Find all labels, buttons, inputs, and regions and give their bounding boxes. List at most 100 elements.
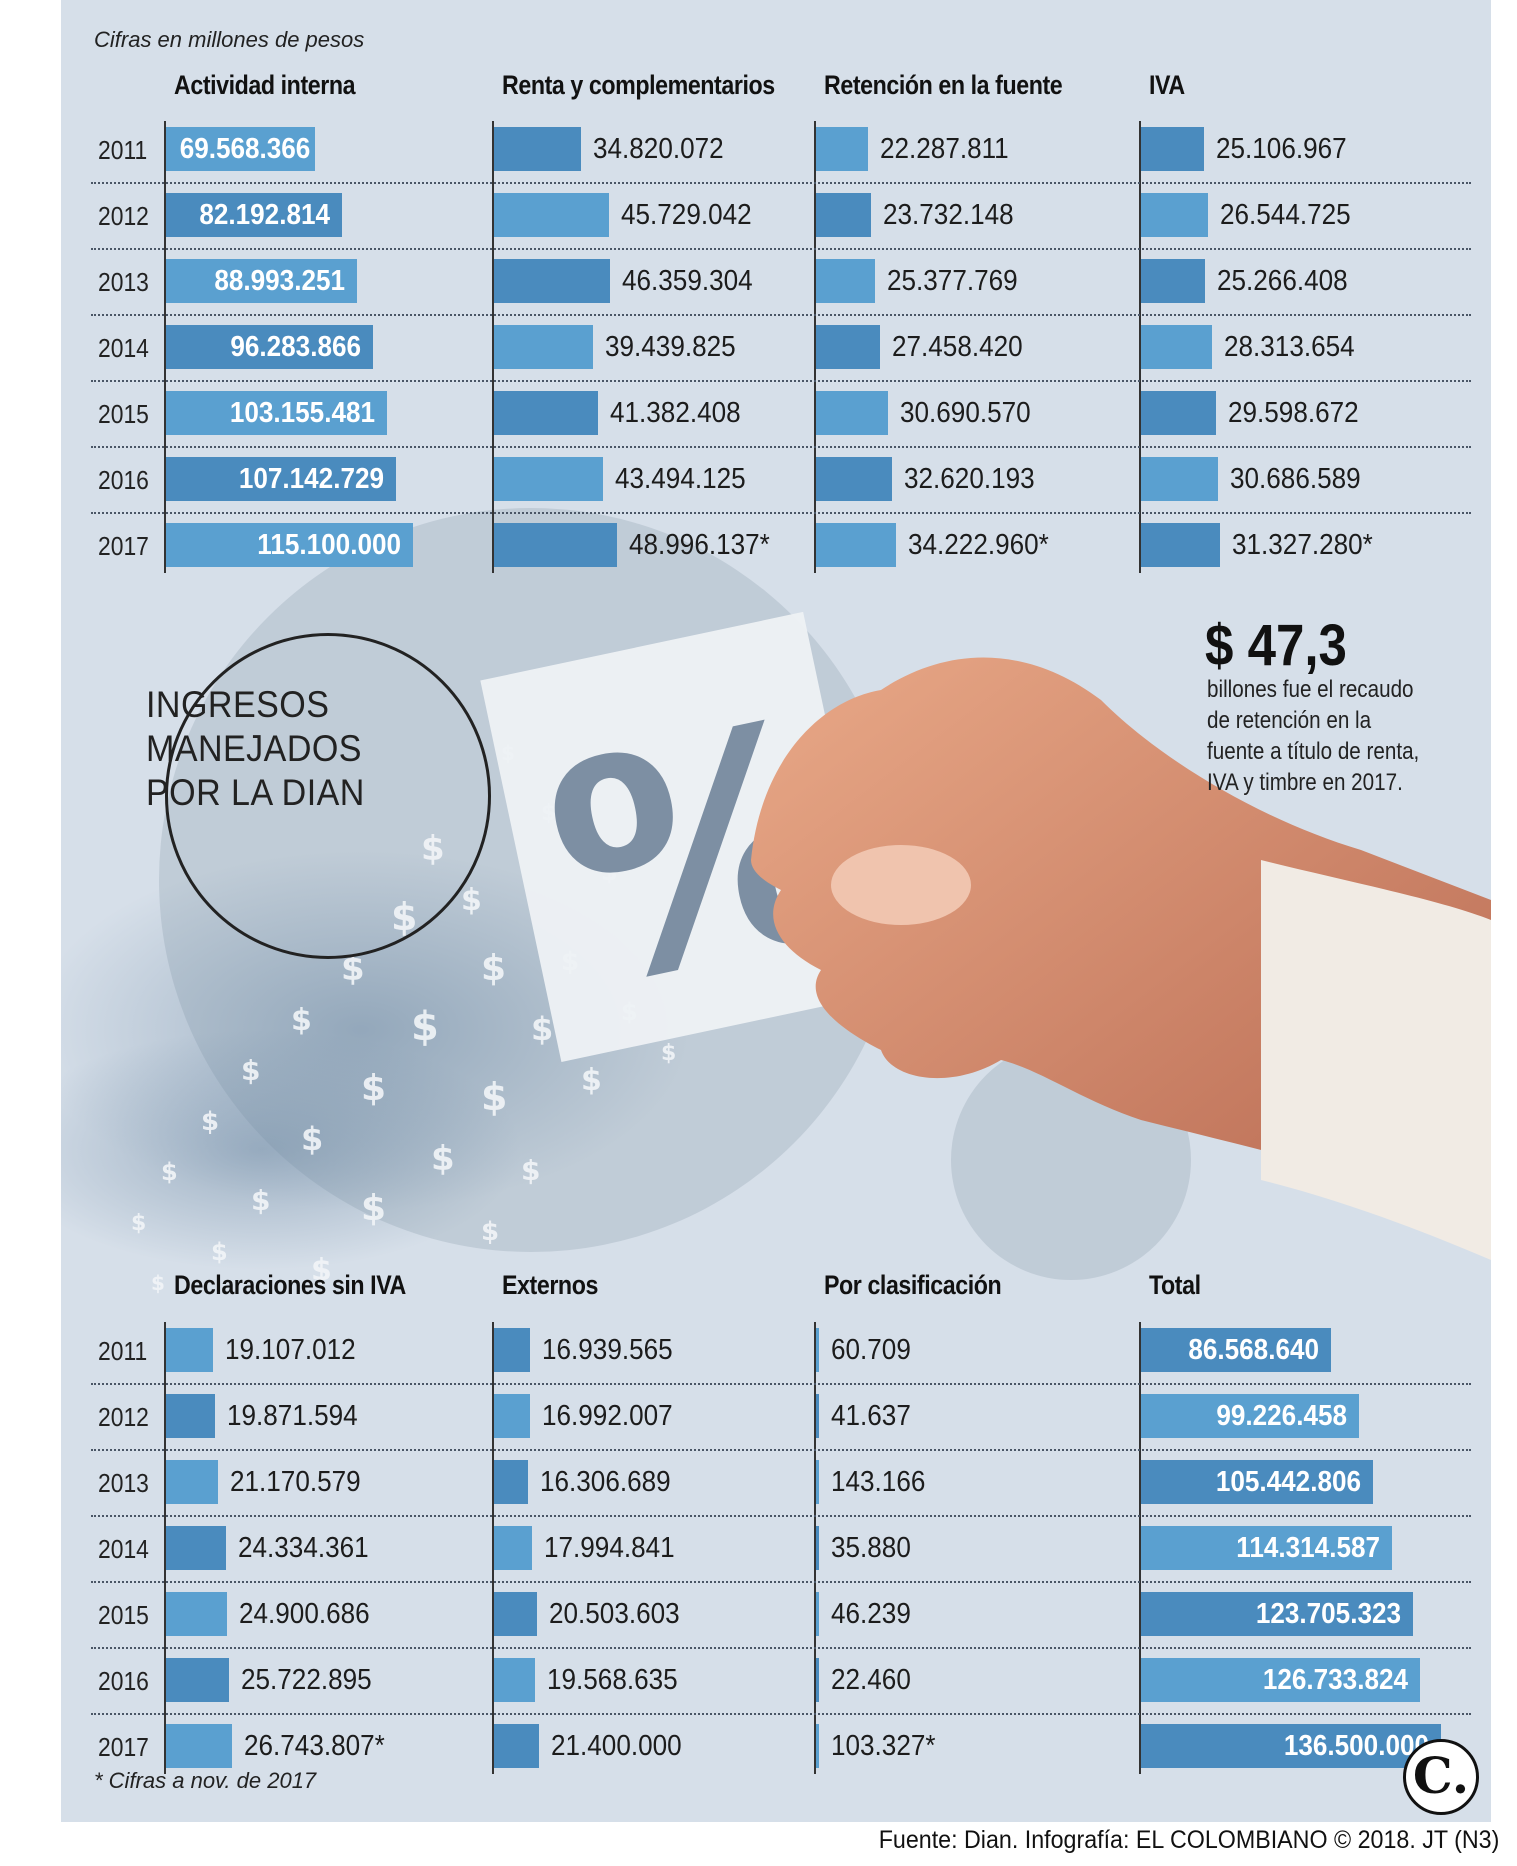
year-label: 2015 xyxy=(98,399,149,429)
row-separator xyxy=(91,446,1471,448)
title-circle xyxy=(165,633,491,959)
data-label: 16.992.007 xyxy=(542,1400,673,1432)
svg-text:$: $ xyxy=(661,1041,676,1066)
data-bar xyxy=(494,193,609,237)
data-bar xyxy=(1141,325,1212,369)
data-bar xyxy=(494,1526,532,1570)
data-label: 21.170.579 xyxy=(230,1466,361,1498)
column-axis-line xyxy=(814,121,816,573)
data-label: 25.377.769 xyxy=(887,265,1018,297)
data-label: 45.729.042 xyxy=(621,199,752,231)
year-label: 2013 xyxy=(98,1468,149,1498)
data-bar xyxy=(1141,391,1216,435)
data-bar xyxy=(1141,457,1218,501)
data-label: 86.568.640 xyxy=(1188,1334,1319,1366)
svg-text:$: $ xyxy=(241,1054,260,1087)
data-bar xyxy=(816,1658,819,1702)
data-bar xyxy=(1141,1658,1420,1702)
data-bar xyxy=(1141,1460,1373,1504)
data-bar xyxy=(166,127,315,171)
svg-text:$: $ xyxy=(311,1253,332,1288)
data-bar xyxy=(494,523,617,567)
data-label: 30.690.570 xyxy=(900,397,1031,429)
data-bar xyxy=(494,1592,537,1636)
data-label: 24.900.686 xyxy=(239,1598,370,1630)
data-bar xyxy=(166,1592,227,1636)
data-bar xyxy=(816,1526,819,1570)
year-label: 2014 xyxy=(98,1534,149,1564)
column-header: Retención en la fuente xyxy=(824,70,1063,100)
data-bar xyxy=(816,1592,819,1636)
data-label: 24.334.361 xyxy=(238,1532,369,1564)
data-bar xyxy=(1141,523,1220,567)
data-bar xyxy=(1141,1592,1413,1636)
data-label: 19.871.594 xyxy=(227,1400,358,1432)
highlight-line-4: IVA y timbre en 2017. xyxy=(1207,769,1403,796)
year-label: 2014 xyxy=(98,333,149,363)
year-label: 2015 xyxy=(98,1600,149,1630)
data-label: 123.705.323 xyxy=(1255,1598,1401,1630)
data-bar xyxy=(1141,259,1205,303)
data-label: 20.503.603 xyxy=(549,1598,680,1630)
data-bar xyxy=(816,1460,819,1504)
year-label: 2011 xyxy=(98,1336,148,1366)
year-label: 2012 xyxy=(98,201,149,231)
highlight-line-3: fuente a título de renta, xyxy=(1207,738,1420,765)
data-label: 46.359.304 xyxy=(622,265,753,297)
data-label: 25.266.408 xyxy=(1217,265,1348,297)
data-bar xyxy=(1141,1328,1331,1372)
data-label: 103.327* xyxy=(831,1730,936,1762)
column-header: Externos xyxy=(502,1270,598,1300)
svg-text:$: $ xyxy=(361,1068,386,1109)
data-bar xyxy=(494,259,610,303)
data-bar xyxy=(494,1460,528,1504)
data-bar xyxy=(494,1394,530,1438)
data-label: 96.283.866 xyxy=(230,331,361,363)
data-bar xyxy=(494,1328,530,1372)
data-label: 17.994.841 xyxy=(544,1532,675,1564)
svg-text:$: $ xyxy=(251,1184,270,1217)
column-header: Total xyxy=(1149,1270,1201,1300)
data-bar xyxy=(816,325,880,369)
title-line-2: MANEJADOS xyxy=(146,728,362,769)
data-label: 21.400.000 xyxy=(551,1730,682,1762)
svg-text:$: $ xyxy=(341,949,365,989)
column-axis-line xyxy=(164,1322,166,1774)
data-bar xyxy=(816,457,892,501)
data-bar xyxy=(816,259,875,303)
data-bar xyxy=(816,523,896,567)
column-header: Renta y complementarios xyxy=(502,70,775,100)
infographic-panel: $ $ $ $ $ $ $ $ $ $ $ $ $ $ $ $ $ $ $ $ … xyxy=(61,0,1491,1822)
units-note: Cifras en millones de pesos xyxy=(94,27,365,52)
data-label: 46.239 xyxy=(831,1598,911,1630)
data-label: 26.743.807* xyxy=(244,1730,385,1762)
year-label: 2011 xyxy=(98,135,148,165)
svg-text:$: $ xyxy=(431,1139,455,1179)
el-colombiano-logo: C. xyxy=(1403,1739,1479,1815)
data-label: 34.820.072 xyxy=(593,133,724,165)
data-label: 19.107.012 xyxy=(225,1334,356,1366)
row-separator xyxy=(91,1713,1471,1715)
logo-letter: C. xyxy=(1412,1746,1470,1805)
data-bar xyxy=(1141,127,1204,171)
row-separator xyxy=(91,512,1471,514)
column-axis-line xyxy=(1139,1322,1141,1774)
data-label: 28.313.654 xyxy=(1224,331,1355,363)
svg-text:$: $ xyxy=(461,883,482,918)
data-label: 26.544.725 xyxy=(1220,199,1351,231)
data-bar xyxy=(166,1328,213,1372)
svg-text:$: $ xyxy=(291,1003,312,1038)
data-label: 126.733.824 xyxy=(1262,1664,1408,1696)
data-bar xyxy=(494,391,598,435)
data-bar xyxy=(494,127,581,171)
svg-text:$: $ xyxy=(361,1188,386,1229)
svg-text:$: $ xyxy=(481,1075,507,1119)
svg-text:$: $ xyxy=(481,1217,499,1247)
svg-text:$: $ xyxy=(211,1238,228,1266)
footnote: * Cifras a nov. de 2017 xyxy=(94,1768,317,1793)
data-bar xyxy=(166,325,373,369)
highlight-line-1: billones fue el recaudo xyxy=(1207,676,1414,703)
svg-text:$: $ xyxy=(481,948,506,989)
year-label: 2016 xyxy=(98,465,149,495)
column-header: Actividad interna xyxy=(174,70,356,100)
